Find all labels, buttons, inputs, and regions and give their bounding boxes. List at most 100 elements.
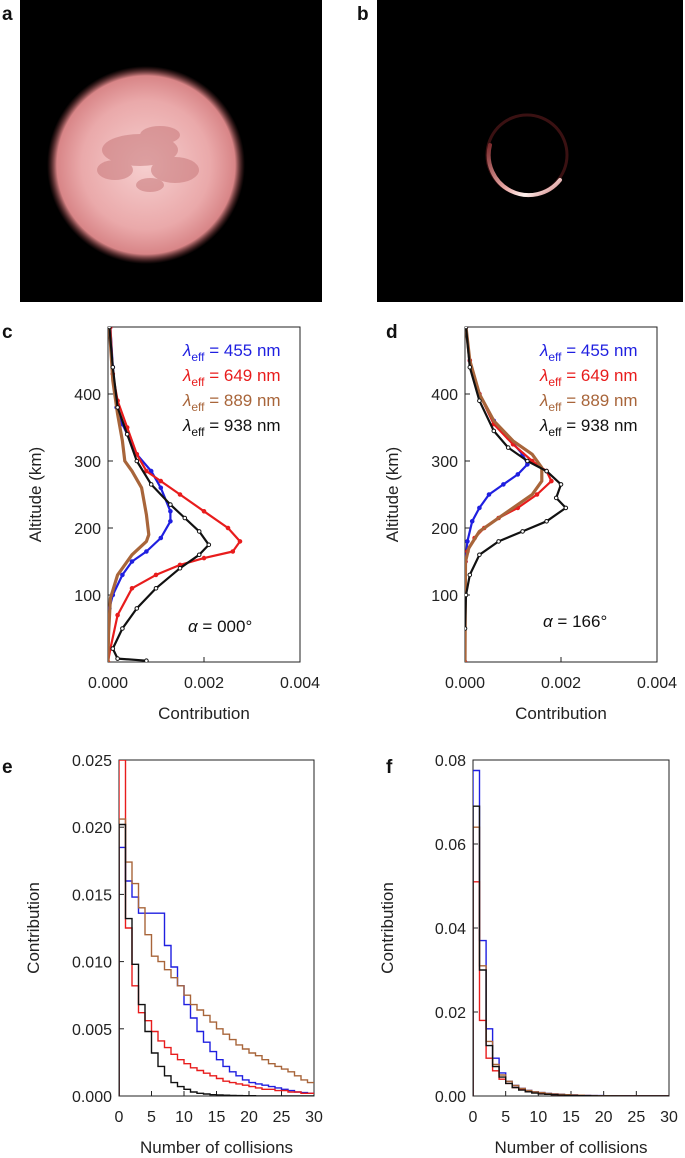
histogram-649-nm — [473, 881, 669, 1096]
x-tick-label: 0.000 — [88, 675, 128, 692]
histogram-938-nm — [473, 805, 669, 1096]
panel-e-label: e — [2, 757, 13, 778]
plot-frame — [472, 759, 670, 1097]
data-point — [196, 552, 202, 558]
data-point — [206, 542, 212, 548]
x-tick-label: 10 — [529, 1109, 547, 1126]
x-tick-label: 0.002 — [184, 675, 224, 692]
histogram-455-nm — [119, 846, 314, 1096]
data-point — [158, 478, 164, 484]
y-axis-label: Altitude (km) — [383, 447, 402, 542]
panel-b-image-background — [377, 0, 683, 302]
data-point — [553, 495, 559, 501]
data-point — [491, 428, 497, 434]
data-point — [158, 485, 164, 491]
data-point — [168, 502, 173, 507]
legend-entry: λeff = 649 nm — [182, 366, 281, 389]
panel-b: b — [357, 0, 683, 302]
x-axis-label: Number of collisions — [140, 1138, 293, 1157]
data-point — [465, 626, 468, 631]
histogram-889-nm — [119, 818, 314, 1096]
y-tick-label: 0.06 — [435, 837, 466, 854]
data-point — [144, 549, 149, 554]
legend-entry: λeff = 455 nm — [539, 341, 638, 364]
y-axis-label: Contribution — [24, 882, 43, 974]
phase-angle-annotation: α = 000° — [188, 617, 252, 636]
data-point — [177, 492, 183, 497]
data-point — [124, 431, 130, 437]
y-tick-label: 0.04 — [435, 921, 466, 938]
series-line-889-nm — [465, 327, 544, 662]
x-axis-label: Contribution — [158, 704, 250, 723]
x-tick-label: 15 — [208, 1109, 226, 1126]
data-point — [496, 539, 501, 544]
x-tick-label: 5 — [501, 1109, 510, 1126]
y-tick-label: 0.020 — [72, 820, 112, 837]
data-point — [544, 519, 549, 524]
data-point — [182, 515, 188, 521]
data-point — [129, 559, 135, 564]
y-axis-label: Altitude (km) — [26, 447, 45, 542]
data-point — [115, 612, 120, 618]
legend-entry: λeff = 938 nm — [182, 416, 281, 439]
data-point — [158, 535, 164, 541]
data-point — [196, 529, 202, 534]
y-axis-label: Contribution — [378, 882, 397, 974]
x-tick-label: 15 — [562, 1109, 580, 1126]
y-tick-label: 0.000 — [72, 1089, 112, 1106]
data-point — [153, 586, 159, 591]
titan-surface-features — [97, 126, 199, 192]
data-point — [477, 398, 482, 404]
data-point — [558, 482, 564, 487]
panel-c-label: c — [2, 322, 13, 343]
x-axis-label: Number of collisions — [494, 1138, 647, 1157]
panel-f-label: f — [386, 757, 393, 778]
legend-entry: λeff = 889 nm — [539, 391, 638, 414]
data-point — [177, 565, 183, 571]
data-point — [201, 509, 207, 514]
data-point — [134, 458, 140, 464]
chart-d: d 0.000 0.002 0.004 100 200 300 400 Contribution… — [383, 322, 677, 723]
data-point — [225, 525, 231, 531]
plot-area — [119, 760, 314, 1096]
data-point — [129, 586, 135, 591]
chart-c: c 0.000 0.002 0.004 100 200 300 400 Contribution… — [2, 322, 320, 723]
data-point — [230, 549, 236, 554]
x-tick-label: 0.004 — [280, 675, 320, 692]
chart-f: f 0 5 10 15 20 25 30 0.00 0.02 0.04 0.06 0.08 Number … — [378, 753, 678, 1157]
x-tick-label: 30 — [305, 1109, 323, 1126]
series-line-889-nm — [108, 327, 151, 662]
y-tick-label: 100 — [431, 588, 458, 605]
data-point — [148, 468, 154, 474]
x-tick-label: 25 — [273, 1109, 291, 1126]
histogram-455-nm — [473, 769, 669, 1096]
x-tick-label: 20 — [595, 1109, 613, 1126]
y-tick-label: 0.08 — [435, 753, 466, 770]
data-point — [525, 458, 530, 464]
data-point — [486, 492, 492, 497]
y-tick-label: 0.02 — [435, 1005, 466, 1022]
y-tick-label: 0.00 — [435, 1089, 466, 1106]
panel-b-label: b — [357, 4, 369, 25]
data-point — [108, 327, 112, 330]
y-tick-label: 100 — [74, 588, 101, 605]
data-point — [144, 468, 149, 474]
data-point — [201, 555, 207, 561]
x-tick-label: 30 — [660, 1109, 678, 1126]
legend-entry: λeff = 649 nm — [539, 366, 638, 389]
x-axis-label: Contribution — [515, 704, 607, 723]
x-tick-label: 0 — [115, 1109, 124, 1126]
y-tick-label: 0.005 — [72, 1022, 112, 1039]
y-tick-label: 400 — [74, 387, 101, 404]
data-point — [520, 529, 525, 534]
data-point — [148, 482, 154, 487]
x-tick-label: 20 — [240, 1109, 258, 1126]
data-point — [515, 472, 521, 477]
y-tick-label: 0.025 — [72, 753, 112, 770]
data-point — [110, 364, 116, 370]
y-tick-label: 0.010 — [72, 955, 112, 972]
x-tick-label: 0.000 — [445, 675, 485, 692]
data-point — [168, 509, 173, 514]
data-point — [120, 626, 125, 631]
